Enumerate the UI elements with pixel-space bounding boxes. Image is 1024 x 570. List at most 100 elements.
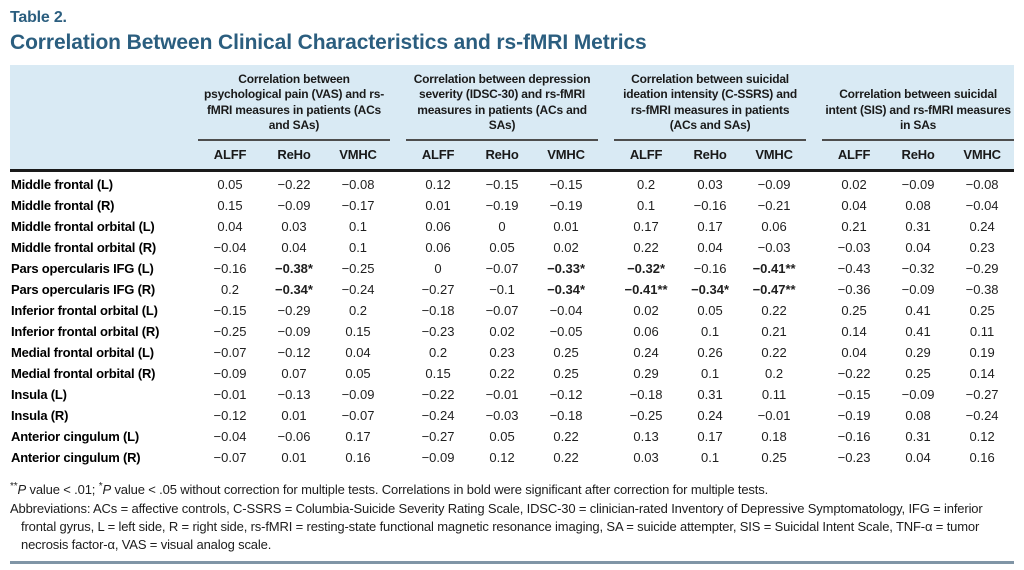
column-spacer bbox=[806, 195, 822, 216]
correlation-value: −0.01 bbox=[757, 408, 791, 424]
correlation-value: −0.17 bbox=[341, 198, 375, 214]
region-label: Insula (L) bbox=[11, 387, 67, 403]
correlation-value: 0.16 bbox=[345, 450, 371, 466]
correlation-value: −0.24 bbox=[421, 408, 455, 424]
column-spacer bbox=[806, 447, 822, 468]
correlation-value: −0.07 bbox=[485, 303, 519, 319]
correlation-value: 0.22 bbox=[489, 366, 515, 382]
correlation-value: −0.04 bbox=[213, 240, 247, 256]
correlation-value: 0.03 bbox=[281, 219, 307, 235]
double-asterisk: ** bbox=[10, 481, 18, 493]
correlation-value: 0 bbox=[434, 261, 442, 277]
table-number: Table 2. bbox=[10, 9, 67, 26]
correlation-value: 0.24 bbox=[633, 345, 659, 361]
table-row: Middle frontal (R) 0.15 −0.09 −0.17 0.01 −0.1… bbox=[10, 195, 1014, 216]
correlation-value: −0.12 bbox=[549, 387, 583, 403]
table-row: Pars opercularis IFG (L) −0.16 −0.38* −0.25… bbox=[10, 258, 1014, 279]
correlation-value: −0.08 bbox=[341, 177, 375, 193]
correlation-value: 0.31 bbox=[905, 429, 931, 445]
correlation-value: −0.04 bbox=[213, 429, 247, 445]
table-row: Medial frontal orbital (L) −0.07 −0.12 0.04… bbox=[10, 342, 1014, 363]
column-spacer bbox=[806, 426, 822, 447]
correlation-value: 0.22 bbox=[633, 240, 659, 256]
correlation-value: 0.41 bbox=[905, 324, 931, 340]
correlation-value: −0.21 bbox=[757, 198, 791, 214]
region-label: Pars opercularis IFG (L) bbox=[11, 261, 154, 277]
correlation-value: −0.22 bbox=[837, 366, 871, 382]
correlation-value: −0.07 bbox=[341, 408, 375, 424]
column-spacer bbox=[598, 321, 614, 342]
table-header: Correlation between psychological pain (… bbox=[10, 65, 1015, 173]
correlation-value: −0.34* bbox=[547, 282, 586, 298]
correlation-value: −0.09 bbox=[901, 282, 935, 298]
column-spacer bbox=[598, 171, 614, 196]
correlation-value: −0.16 bbox=[693, 198, 727, 214]
group-header-idsc: Correlation between depression severity … bbox=[406, 65, 599, 142]
correlation-value: −0.16 bbox=[837, 429, 871, 445]
correlation-value: 0.11 bbox=[969, 324, 995, 340]
column-spacer bbox=[598, 447, 614, 468]
column-spacer bbox=[598, 195, 614, 216]
region-label: Inferior frontal orbital (R) bbox=[11, 324, 160, 340]
correlation-value: 0.01 bbox=[281, 450, 307, 466]
correlation-value: −0.09 bbox=[277, 324, 311, 340]
correlation-value: −0.08 bbox=[965, 177, 999, 193]
correlation-value: −0.01 bbox=[213, 387, 247, 403]
correlation-value: 0.01 bbox=[281, 408, 307, 424]
correlation-value: 0.25 bbox=[905, 366, 931, 382]
correlation-value: 0.06 bbox=[425, 240, 451, 256]
correlation-value: −0.16 bbox=[213, 261, 247, 277]
correlation-value: −0.07 bbox=[485, 261, 519, 277]
correlation-value: −0.04 bbox=[549, 303, 583, 319]
correlation-value: 0.1 bbox=[701, 450, 720, 466]
correlation-value: −0.09 bbox=[901, 177, 935, 193]
correlation-value: −0.19 bbox=[837, 408, 871, 424]
column-spacer bbox=[390, 216, 406, 237]
correlation-value: 0.04 bbox=[697, 240, 723, 256]
column-spacer bbox=[806, 171, 822, 196]
correlation-value: −0.24 bbox=[341, 282, 375, 298]
correlation-value: −0.32 bbox=[901, 261, 935, 277]
bottom-rule bbox=[10, 561, 1014, 565]
group-header-sis: Correlation between suicidal intent (SIS… bbox=[822, 65, 1015, 142]
correlation-value: 0.03 bbox=[697, 177, 723, 193]
correlation-value: 0.02 bbox=[489, 324, 515, 340]
correlation-value: 0 bbox=[498, 219, 506, 235]
correlation-value: −0.05 bbox=[549, 324, 583, 340]
correlation-value: −0.09 bbox=[277, 198, 311, 214]
correlation-value: 0.15 bbox=[217, 198, 243, 214]
region-label: Pars opercularis IFG (R) bbox=[11, 282, 156, 298]
correlation-value: 0.2 bbox=[348, 303, 368, 319]
correlation-value: 0.19 bbox=[969, 345, 995, 361]
correlation-value: −0.03 bbox=[485, 408, 519, 424]
column-spacer bbox=[806, 65, 823, 173]
abbreviations-footnote: Abbreviations: ACs = affective controls,… bbox=[10, 500, 983, 552]
table-row: Medial frontal orbital (R) −0.09 0.07 0.05 0… bbox=[10, 363, 1014, 384]
column-spacer bbox=[806, 279, 822, 300]
group-header-vas: Correlation between psychological pain (… bbox=[198, 65, 391, 142]
correlation-value: −0.04 bbox=[965, 198, 999, 214]
correlation-value: 0.31 bbox=[905, 219, 931, 235]
correlation-value: −0.09 bbox=[421, 450, 455, 466]
p-italic: P bbox=[17, 482, 27, 498]
table-row: Middle frontal (L) 0.05 −0.22 −0.08 0.12 −0.1… bbox=[10, 171, 1014, 196]
correlation-value: −0.25 bbox=[213, 324, 247, 340]
column-spacer bbox=[598, 384, 614, 405]
correlation-value: −0.12 bbox=[277, 345, 311, 361]
correlation-value: 0.1 bbox=[701, 324, 720, 340]
correlation-value: −0.24 bbox=[965, 408, 999, 424]
correlation-value: −0.07 bbox=[213, 345, 247, 361]
column-spacer bbox=[598, 300, 614, 321]
column-spacer bbox=[806, 300, 822, 321]
correlation-value: 0.06 bbox=[633, 324, 659, 340]
region-label: Anterior cingulum (R) bbox=[11, 450, 141, 466]
correlation-value: −0.15 bbox=[837, 387, 871, 403]
region-label: Insula (R) bbox=[11, 408, 69, 424]
col-header-vmhc: VMHC bbox=[534, 140, 599, 173]
correlation-value: −0.32* bbox=[627, 261, 666, 277]
correlation-value: 0.15 bbox=[425, 366, 451, 382]
column-spacer bbox=[806, 321, 822, 342]
region-label: Medial frontal orbital (L) bbox=[11, 345, 154, 361]
correlation-value: 0.24 bbox=[697, 408, 723, 424]
correlation-value: 0.21 bbox=[841, 219, 867, 235]
